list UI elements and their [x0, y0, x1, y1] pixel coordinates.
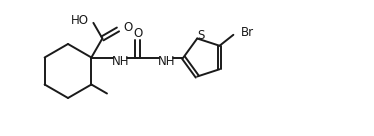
- Text: HO: HO: [70, 14, 88, 27]
- Text: S: S: [197, 29, 205, 42]
- Text: O: O: [134, 27, 143, 40]
- Text: NH: NH: [111, 55, 129, 68]
- Text: O: O: [123, 21, 132, 34]
- Text: Br: Br: [241, 26, 254, 39]
- Text: NH: NH: [157, 55, 175, 68]
